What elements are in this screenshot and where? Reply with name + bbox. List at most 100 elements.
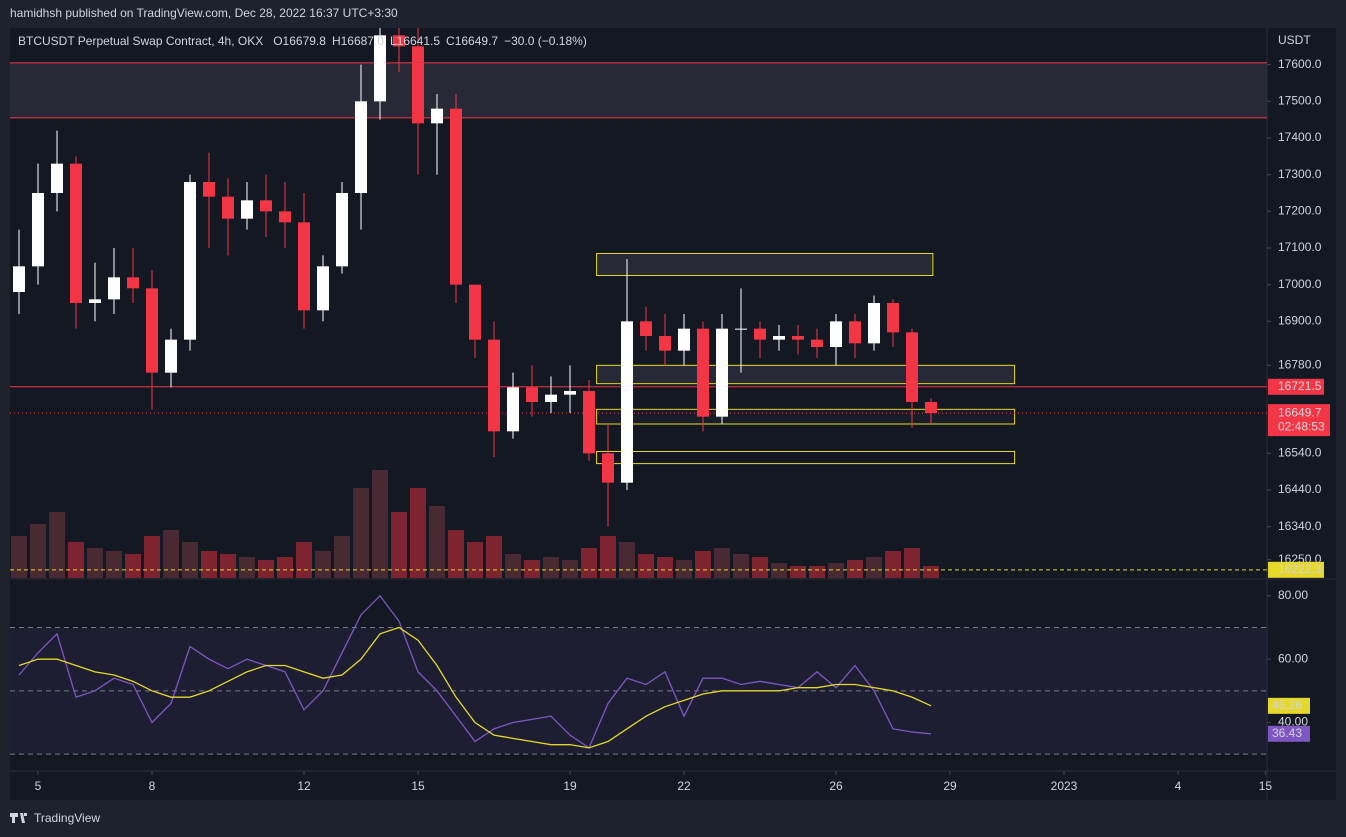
y-tick-label: 17400.0: [1278, 130, 1322, 144]
candle-body: [526, 387, 538, 402]
volume-bar: [695, 551, 711, 578]
volume-bar: [714, 548, 730, 578]
volume-bar: [486, 536, 502, 578]
rsi-tick-label: 40.00: [1278, 715, 1308, 729]
candle-body: [640, 321, 652, 336]
volume-bar: [296, 542, 312, 578]
candle-body: [336, 193, 348, 267]
rsi-value-box: [1268, 697, 1310, 714]
volume-bar: [904, 548, 920, 578]
y-tick-label: 17000.0: [1278, 277, 1322, 291]
y-tick-label: 16780.0: [1278, 358, 1322, 372]
rsi-tick-label: 60.00: [1278, 651, 1308, 665]
x-tick-label: 15: [411, 779, 425, 793]
volume-bar: [277, 557, 293, 578]
x-tick-label: 2023: [1051, 779, 1078, 793]
zone: [596, 364, 1016, 385]
candle-body: [374, 35, 386, 102]
candle-body: [108, 277, 120, 300]
volume-bar: [885, 551, 901, 578]
volume-bar: [410, 488, 426, 578]
volume-bar: [106, 551, 122, 578]
volume-bar: [87, 548, 103, 578]
volume-bar: [828, 563, 844, 578]
candle-body: [355, 101, 367, 193]
volume-bar: [524, 560, 540, 578]
candle-body: [51, 163, 63, 193]
candle-body: [450, 108, 462, 285]
candle-body: [13, 266, 25, 292]
level-label-box: [1268, 561, 1324, 578]
zone: [10, 62, 1267, 119]
zone: [596, 408, 1016, 425]
volume-bar: [600, 536, 616, 578]
x-tick-label: 5: [35, 779, 42, 793]
symbol: BTCUSDT Perpetual Swap Contract, 4h, OKX: [18, 34, 263, 48]
x-tick-label: 19: [563, 779, 577, 793]
volume-bar: [182, 542, 198, 578]
level-label: 16222.3: [1278, 562, 1322, 576]
y-tick-label: 16440.0: [1278, 482, 1322, 496]
candle-body: [830, 321, 842, 347]
brand-logo: [10, 813, 27, 823]
volume-bar: [163, 530, 179, 578]
candle-body: [564, 391, 576, 395]
candle-body: [754, 328, 766, 340]
volume-bar: [258, 560, 274, 578]
volume-bar: [220, 554, 236, 578]
candle-body: [906, 332, 918, 402]
volume-bar: [448, 530, 464, 578]
candle-body: [811, 339, 823, 347]
candle-body: [602, 453, 614, 483]
candle-body: [127, 277, 139, 289]
candle-body: [545, 394, 557, 402]
candle-body: [412, 46, 424, 124]
rsi-tick-label: 80.00: [1278, 588, 1308, 602]
ohlc-value: O16679.8: [273, 34, 326, 48]
candle-body: [678, 328, 690, 351]
volume-bar: [68, 542, 84, 578]
volume-bar: [505, 554, 521, 578]
volume-bar: [809, 566, 825, 578]
y-tick-label: 17500.0: [1278, 94, 1322, 108]
volume-bar: [201, 551, 217, 578]
ohlc-value: L16641.5: [390, 34, 440, 48]
zone: [596, 451, 1016, 465]
x-tick-label: 22: [677, 779, 691, 793]
volume-bar: [429, 506, 445, 578]
last-price-label: 16649.7: [1278, 405, 1322, 419]
volume-bar: [790, 566, 806, 578]
rsi-line: [18, 594, 932, 749]
volume-bar: [676, 560, 692, 578]
volume-bar: [847, 560, 863, 578]
candle-body: [697, 328, 709, 417]
candle-body: [583, 391, 595, 454]
main-pane: [10, 28, 1267, 578]
candle-body: [773, 336, 785, 340]
y-tick-label: 17200.0: [1278, 204, 1322, 218]
candle-body: [431, 108, 443, 124]
y-tick-label: 17100.0: [1278, 240, 1322, 254]
y-tick-label: 16900.0: [1278, 314, 1322, 328]
y-tick-label: 16540.0: [1278, 446, 1322, 460]
candle-body: [849, 321, 861, 344]
x-tick-label: 26: [829, 779, 843, 793]
volume-bar: [657, 557, 673, 578]
overlay: BTCUSDT Perpetual Swap Contract, 4h, OKX…: [18, 34, 1330, 793]
volume-bar: [467, 542, 483, 578]
candle-body: [792, 336, 804, 340]
candle-body: [184, 182, 196, 340]
volume-bar: [144, 536, 160, 578]
volume-bar: [733, 554, 749, 578]
candle-body: [507, 387, 519, 432]
volume-bar: [923, 566, 939, 578]
ohlc-value: H16687.0: [332, 34, 384, 48]
candle-body: [279, 211, 291, 223]
volume-bar: [334, 536, 350, 578]
volume-bar: [866, 557, 882, 578]
candle-body: [488, 339, 500, 432]
candle-body: [868, 303, 880, 344]
x-tick-label: 4: [1175, 779, 1182, 793]
candle-body: [241, 200, 253, 219]
